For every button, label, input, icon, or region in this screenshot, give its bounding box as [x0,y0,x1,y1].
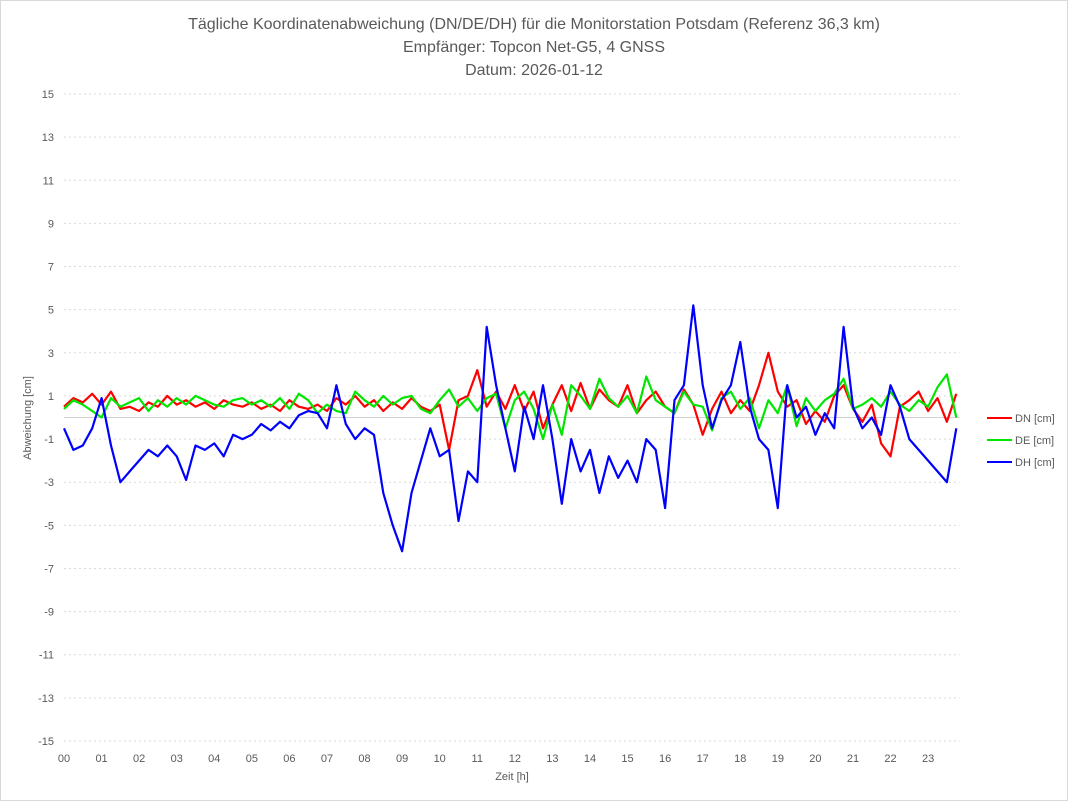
x-tick-label: 12 [509,753,521,765]
y-tick-label: 5 [48,305,54,317]
x-tick-label: 09 [396,753,408,765]
legend-label: DN [cm] [1015,413,1055,425]
x-tick-label: 00 [58,753,70,765]
y-tick-label: -1 [44,434,54,446]
y-tick-label: 13 [42,132,54,144]
y-tick-label: -7 [44,563,54,575]
x-tick-label: 17 [697,753,709,765]
x-tick-label: 03 [171,753,183,765]
y-axis-ticks: 15 13 11 9 7 5 3 1 -1 -3 -5 -7 -9 -11 -13 -15 [38,89,54,748]
x-tick-label: 20 [809,753,821,765]
chart-title: Tägliche Koordinatenabweichung (DN/DE/DH… [188,16,880,33]
x-tick-label: 08 [358,753,370,765]
legend: DN [cm] DE [cm] DH [cm] [987,413,1055,469]
series-line-dh [62,304,958,553]
x-tick-label: 06 [283,753,295,765]
grid [64,93,960,742]
y-tick-label: -3 [44,477,54,489]
y-axis-label: Abweichung [cm] [22,376,34,460]
x-tick-label: 10 [434,753,446,765]
x-axis-label: Zeit [h] [495,771,529,783]
x-tick-label: 18 [734,753,746,765]
x-tick-label: 14 [584,753,596,765]
x-tick-label: 21 [847,753,859,765]
x-tick-label: 04 [208,753,220,765]
series-line-de [63,373,958,441]
x-axis-ticks: 00 01 02 03 04 05 06 07 08 09 10 11 12 13 14 15 16 17 18 19… [58,753,934,765]
series-line-dn [63,351,958,458]
x-tick-label: 07 [321,753,333,765]
y-tick-label: -5 [44,520,54,532]
chart-date: Datum: 2026-01-12 [465,62,603,79]
y-tick-label: -9 [44,607,54,619]
y-tick-label: -11 [39,650,54,662]
x-tick-label: 02 [133,753,145,765]
x-tick-label: 01 [95,753,107,765]
legend-label: DH [cm] [1015,457,1055,469]
y-tick-label: -15 [38,736,54,748]
y-tick-label: 1 [48,391,54,403]
x-tick-label: 05 [246,753,258,765]
y-tick-label: 7 [48,262,54,274]
series-lines [62,304,958,553]
chart-subtitle: Empfänger: Topcon Net-G5, 4 GNSS [403,39,665,56]
x-tick-label: 15 [621,753,633,765]
x-tick-label: 16 [659,753,671,765]
x-tick-label: 23 [922,753,934,765]
y-tick-label: 11 [43,175,54,187]
x-tick-label: 11 [472,753,483,765]
y-tick-label: -13 [38,693,54,705]
x-tick-label: 22 [884,753,896,765]
y-tick-label: 15 [42,89,54,101]
x-tick-label: 13 [546,753,558,765]
y-tick-label: 9 [48,218,54,230]
x-tick-label: 19 [772,753,784,765]
legend-label: DE [cm] [1015,435,1054,447]
y-tick-label: 3 [48,348,54,360]
